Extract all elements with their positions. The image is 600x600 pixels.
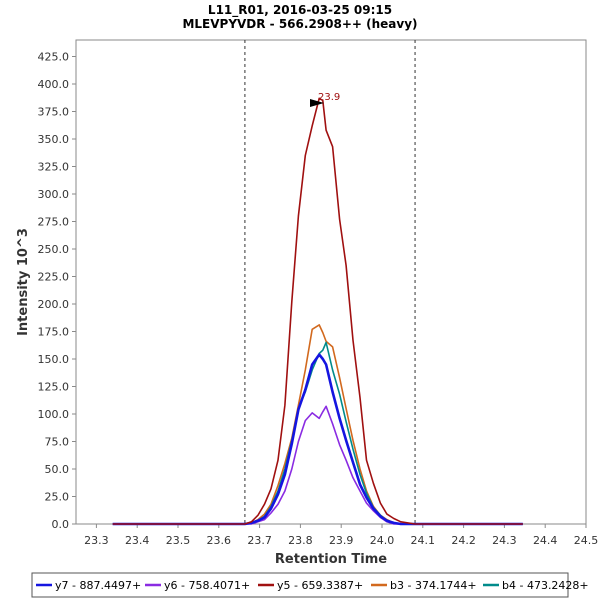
x-axis-label: Retention Time [275,552,387,567]
x-tick-label: 24.2 [451,534,476,547]
y-tick-label: 25.0 [45,491,70,504]
chart-subtitle: MLEVPYVDR - 566.2908++ (heavy) [182,17,417,31]
chart-title: L11_R01, 2016-03-25 09:15 [208,3,392,18]
legend-entry: b4 - 473.2428+ [502,579,589,592]
y-tick-label: 350.0 [38,133,70,146]
legend-entry: y7 - 887.4497+ [55,579,141,592]
series-line-y7 [112,353,523,526]
y-tick-label: 400.0 [38,78,70,91]
y-tick-label: 50.0 [45,463,70,476]
y-tick-label: 375.0 [38,106,70,119]
x-tick-label: 24.5 [574,534,599,547]
legend-items: y7 - 887.4497+ y6 - 758.4071+ y5 - 659.338… [36,579,589,592]
y-tick-label: 200.0 [38,298,70,311]
y-tick-label: 100.0 [38,408,70,421]
y-tick-label: 75.0 [45,436,70,449]
x-tick-label: 23.6 [207,534,232,547]
y-tick-label: 425.0 [38,51,70,64]
x-tick-label: 24.3 [492,534,517,547]
y-tick-label: 150.0 [38,353,70,366]
x-tick-label: 23.7 [247,534,272,547]
y-tick-label: 275.0 [38,216,70,229]
series-lines [112,97,523,526]
peak-boundaries [244,40,416,524]
x-tick-label: 23.8 [288,534,313,547]
y-tick-label: 125.0 [38,381,70,394]
series-line-y5 [112,97,523,525]
y-tick-label: 0.0 [52,518,70,531]
plot-area [75,39,587,525]
x-tick-label: 24.4 [533,534,558,547]
y-tick-label: 225.0 [38,271,70,284]
legend-entry: y5 - 659.3387+ [277,579,363,592]
y-tick-label: 325.0 [38,161,70,174]
y-axis: 0.0 25.0 50.0 75.0 100.0 125.0 150.0 175.0 200.0… [38,51,76,531]
y-axis-label: Intensity 10^3 [16,228,31,336]
y-tick-label: 175.0 [38,326,70,339]
legend-entry: b3 - 374.1744+ [390,579,477,592]
x-tick-label: 23.5 [166,534,191,547]
x-tick-label: 23.9 [329,534,354,547]
x-tick-label: 23.4 [125,534,150,547]
peak-apex-label: 23.9 [318,92,340,103]
peak-marker-icon [310,99,324,107]
x-axis: 23.3 23.4 23.5 23.6 23.7 23.8 23.9 24.0 24.1 24.2… [84,524,598,547]
y-tick-label: 250.0 [38,243,70,256]
legend [31,572,569,598]
legend-entry: y6 - 758.4071+ [164,579,250,592]
x-tick-label: 23.3 [84,534,109,547]
x-tick-label: 24.1 [411,534,436,547]
x-tick-label: 24.0 [370,534,395,547]
y-tick-label: 300.0 [38,188,70,201]
